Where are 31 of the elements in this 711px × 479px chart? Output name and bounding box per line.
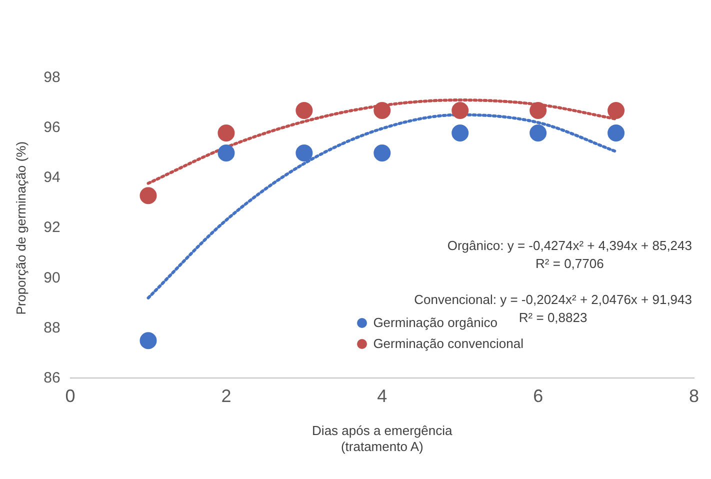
y-tick-label: 92 [44, 219, 60, 236]
y-tick-label: 86 [44, 369, 60, 386]
annotation: Orgânico: y = -0,4274x² + 4,394x + 85,243 R² = 0,7706 [447, 237, 692, 274]
point [296, 144, 313, 162]
x-tick-label: 0 [65, 386, 76, 406]
legend-label: Germinação orgânico [373, 315, 498, 330]
y-tick-label: 90 [44, 269, 60, 286]
x-tick-label: 6 [533, 386, 544, 406]
x-tick-label: 4 [377, 386, 388, 406]
y-tick-label: 96 [44, 119, 60, 136]
point [140, 187, 157, 204]
legend-label: Germinação convencional [373, 336, 524, 352]
x-tick-label: 8 [688, 386, 700, 406]
point [296, 102, 313, 120]
point [374, 102, 391, 120]
y-tick-label: 94 [44, 169, 60, 186]
x-axis-title: Dias após a emergência (tratamento A) [312, 423, 453, 454]
point [608, 124, 625, 142]
point [218, 124, 235, 142]
point [218, 144, 235, 162]
point [608, 102, 625, 120]
y-tick-label: 88 [44, 319, 60, 336]
point [374, 144, 391, 162]
y-tick-label: 98 [44, 69, 60, 86]
point [452, 102, 469, 120]
point [452, 124, 469, 142]
point [530, 102, 547, 120]
point [530, 124, 547, 142]
point [140, 332, 157, 350]
y-axis-title: Proporção de germinação (%) [13, 141, 28, 315]
x-tick-label: 2 [221, 386, 232, 406]
